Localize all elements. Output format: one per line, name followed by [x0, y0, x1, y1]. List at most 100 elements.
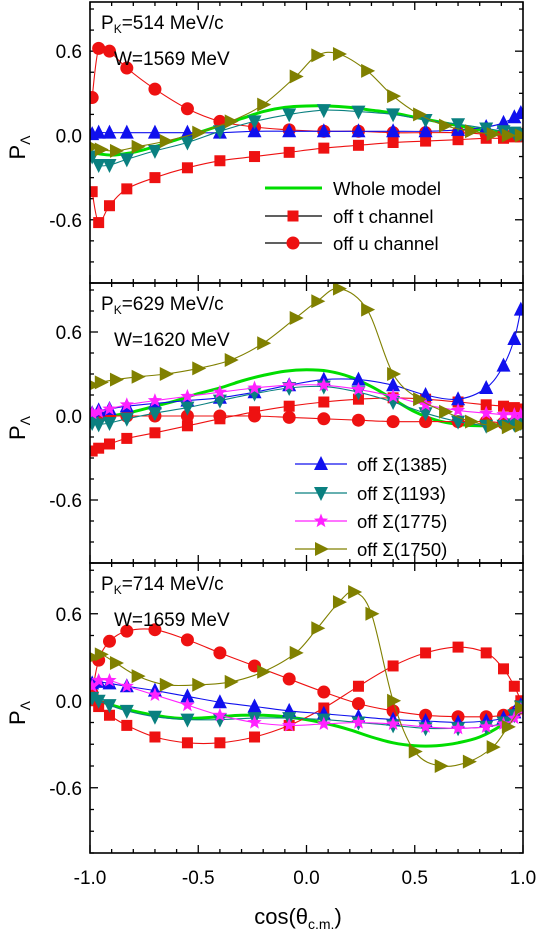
- data-point-s1750: [501, 128, 516, 143]
- data-point-u: [180, 102, 194, 116]
- legend-marker: [314, 487, 328, 501]
- y-tick-label: 0.0: [56, 407, 82, 428]
- data-point-s1775: [479, 405, 494, 420]
- x-tick-label: 0.5: [402, 868, 428, 889]
- data-point-s1775: [386, 388, 401, 403]
- legend-entry-s1750: off Σ(1750): [295, 539, 447, 560]
- data-point-u: [90, 91, 99, 105]
- legend-marker: [314, 456, 328, 470]
- data-point-s1385: [119, 124, 134, 139]
- data-point-s1193: [212, 125, 227, 140]
- data-point-t: [420, 135, 432, 147]
- data-point-s1750: [109, 143, 124, 158]
- x-axis-label: cos(θc.m.): [254, 904, 342, 932]
- data-point-t: [387, 137, 399, 148]
- legend-marker: [287, 210, 299, 222]
- data-point-s1750: [514, 128, 523, 143]
- data-point-s1775: [351, 381, 366, 396]
- data-point-s1775: [247, 715, 262, 729]
- data-point-s1385: [418, 123, 433, 138]
- data-point-u: [148, 82, 162, 96]
- data-point-u: [351, 697, 365, 711]
- data-point-t: [181, 420, 193, 432]
- data-point-t: [498, 663, 510, 675]
- data-point-s1750: [289, 311, 304, 325]
- data-point-s1750: [311, 621, 326, 636]
- legend-marker: [286, 236, 300, 250]
- y-tick-label: 0.6: [56, 323, 82, 344]
- legend-entry-s1775: off Σ(1775): [295, 511, 447, 532]
- data-point-s1775: [180, 697, 195, 712]
- data-point-s1385: [351, 371, 366, 386]
- data-point-s1750: [257, 664, 272, 679]
- data-point-s1750: [501, 420, 516, 435]
- energy-label: W=1569 MeV: [114, 49, 230, 70]
- legend-marker: [315, 542, 329, 556]
- data-point-t: [214, 155, 226, 167]
- data-point-s1750: [224, 674, 239, 689]
- y-tick-label: -0.6: [49, 491, 82, 512]
- series-group-middle: [90, 283, 523, 457]
- data-point-s1750: [94, 647, 109, 662]
- data-point-s1775: [102, 401, 117, 416]
- legend-entry-whole: Whole model: [265, 178, 441, 199]
- data-point-s1750: [159, 134, 174, 149]
- data-point-t: [214, 737, 226, 749]
- data-point-s1750: [434, 759, 449, 773]
- data-point-t: [249, 731, 261, 743]
- energy-label: W=1620 MeV: [114, 330, 230, 351]
- data-point-s1750: [332, 46, 347, 61]
- y-tick-label: 0.0: [56, 126, 82, 147]
- data-point-s1775: [212, 707, 227, 722]
- data-point-t: [498, 400, 510, 412]
- data-point-s1750: [501, 719, 516, 734]
- data-point-t: [149, 731, 161, 743]
- data-point-s1750: [332, 595, 347, 610]
- data-point-s1193: [451, 415, 466, 430]
- data-point-s1775: [351, 715, 366, 729]
- data-point-t: [121, 183, 133, 195]
- data-point-s1750: [462, 754, 477, 769]
- data-point-s1193: [91, 418, 106, 433]
- data-point-t: [121, 719, 133, 731]
- data-point-s1775: [418, 719, 433, 733]
- data-point-s1750: [365, 606, 380, 621]
- data-point-s1775: [180, 388, 195, 403]
- data-point-s1750: [439, 118, 454, 133]
- series-line-whole: [90, 696, 523, 748]
- legend-entry-s1193: off Σ(1193): [295, 483, 446, 504]
- legend-label: off Σ(1193): [357, 483, 446, 504]
- data-point-t: [480, 647, 492, 659]
- data-point-s1750: [257, 97, 272, 112]
- data-point-u: [317, 685, 331, 699]
- data-point-s1775: [282, 377, 297, 392]
- data-point-s1385: [180, 688, 195, 703]
- data-point-s1193: [180, 136, 195, 151]
- legend-marker: [313, 513, 329, 528]
- data-point-s1193: [147, 710, 162, 725]
- y-tick-label: -0.6: [49, 779, 82, 800]
- data-point-s1750: [486, 127, 501, 142]
- data-point-s1193: [180, 401, 195, 416]
- data-point-s1750: [159, 367, 174, 381]
- data-point-s1775: [90, 405, 100, 420]
- data-point-u: [419, 415, 433, 429]
- data-point-t: [181, 737, 193, 749]
- y-tick-label: -0.6: [49, 211, 82, 232]
- data-point-t: [283, 400, 295, 412]
- data-point-t: [90, 186, 98, 198]
- data-point-s1750: [311, 48, 326, 63]
- data-point-s1385: [91, 124, 106, 139]
- data-point-s1750: [159, 677, 174, 692]
- data-point-u: [213, 409, 227, 423]
- data-point-u: [180, 409, 194, 423]
- data-point-s1750: [514, 418, 523, 433]
- data-point-s1385: [513, 301, 523, 316]
- data-point-s1385: [316, 123, 331, 138]
- data-point-s1775: [147, 687, 163, 701]
- data-point-s1385: [479, 380, 494, 394]
- data-point-s1750: [94, 142, 109, 157]
- data-point-s1775: [119, 397, 134, 411]
- data-point-s1750: [387, 367, 402, 381]
